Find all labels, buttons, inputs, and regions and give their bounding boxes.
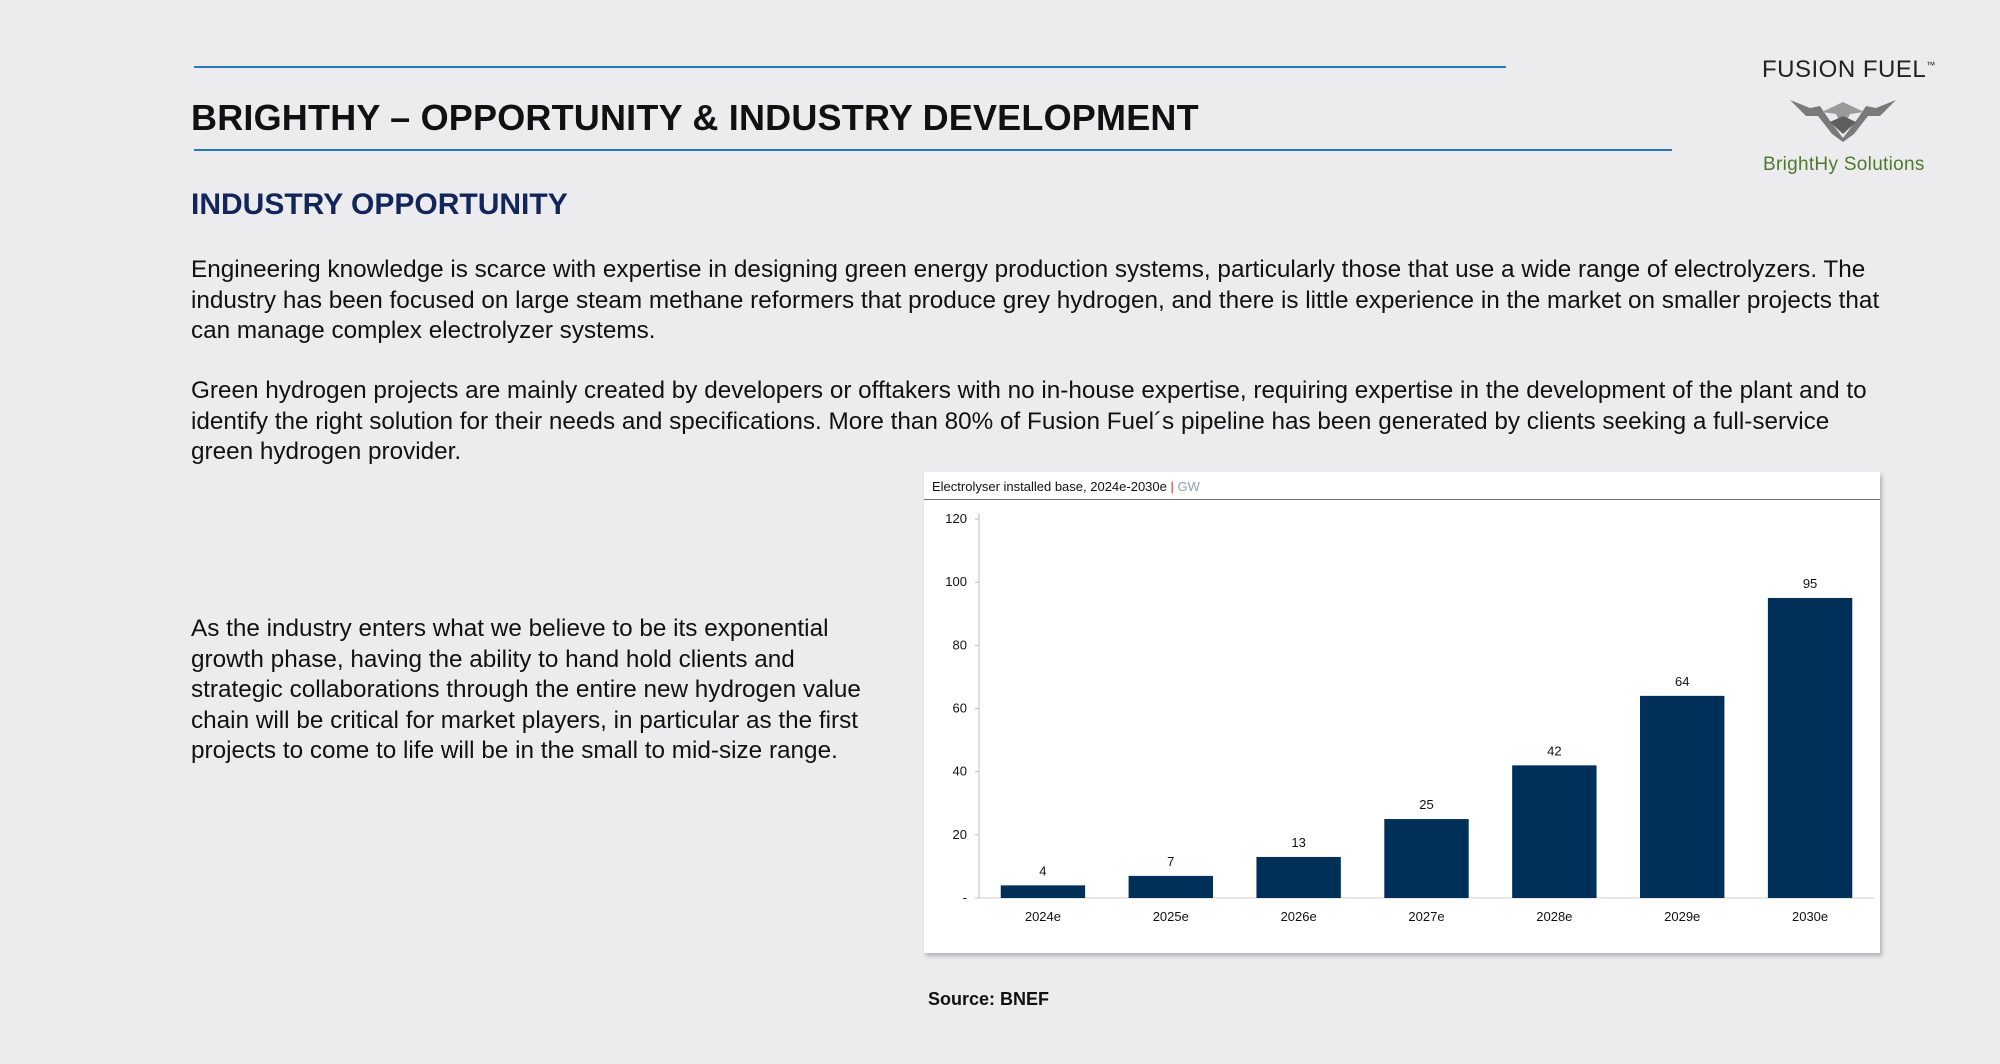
x-tick-label: 2026e (1281, 909, 1317, 924)
x-tick-label: 2028e (1536, 909, 1572, 924)
data-label: 4 (1039, 863, 1046, 878)
paragraph-exponential-growth: As the industry enters what we believe t… (191, 615, 861, 764)
x-tick-label: 2027e (1408, 909, 1444, 924)
y-tick-label: - (963, 890, 967, 905)
logo-wordmark-text: FUSION FUEL (1762, 56, 1927, 83)
data-label: 64 (1675, 674, 1689, 689)
y-tick-label: 100 (945, 574, 967, 589)
bar-2028e (1512, 765, 1597, 898)
bar-2024e (1000, 885, 1086, 898)
y-tick-label: 40 (953, 764, 967, 779)
fusion-fuel-logo: FUSION FUEL™ BrightHy Solutions (1758, 56, 1938, 180)
data-label: 95 (1803, 576, 1817, 591)
chart-title-rule (924, 499, 1880, 500)
x-tick-label: 2029e (1664, 909, 1700, 924)
chart-unit: GW (1177, 479, 1200, 494)
title-rule-top (194, 66, 1506, 68)
bar-chart: - 20 40 60 80 100 120 4 2024e 7 2025e 13 2026e 25 2027… (945, 511, 1874, 924)
bar-2029e (1640, 695, 1725, 898)
logo-wordmark: FUSION FUEL™ (1762, 56, 1936, 84)
data-label: 13 (1291, 835, 1305, 850)
bar-2027e (1384, 819, 1469, 898)
data-label: 7 (1167, 854, 1174, 869)
y-tick-label: 20 (953, 827, 967, 842)
data-label: 42 (1547, 743, 1561, 758)
y-tick-label: 60 (953, 701, 967, 716)
bar-2026e (1256, 856, 1341, 898)
paragraph-engineering-knowledge: Engineering knowledge is scarce with exp… (191, 256, 1880, 344)
bull-emblem-icon (1790, 100, 1896, 142)
logo-subtitle: BrightHy Solutions (1763, 154, 1925, 175)
title-rule-bottom (194, 149, 1672, 151)
electrolyser-chart-panel: Electrolyser installed base, 2024e-2030e… (924, 472, 1880, 953)
bar-2025e (1128, 875, 1213, 898)
chart-title-separator: | (1170, 479, 1174, 494)
data-label: 25 (1419, 797, 1433, 812)
source-note: Source: BNEF (928, 989, 1050, 1009)
bar-2030e (1767, 597, 1853, 898)
paragraph-green-hydrogen-projects: Green hydrogen projects are mainly creat… (191, 377, 1867, 465)
y-tick-label: 80 (953, 637, 967, 652)
slide-title: BRIGHTHY – OPPORTUNITY & INDUSTRY DEVELO… (191, 97, 1199, 138)
x-tick-label: 2025e (1153, 909, 1189, 924)
chart-title-text: Electrolyser installed base, 2024e-2030e (932, 479, 1167, 494)
x-tick-label: 2024e (1025, 909, 1061, 924)
y-tick-label: 120 (945, 511, 967, 526)
x-tick-label: 2030e (1792, 909, 1828, 924)
chart-title: Electrolyser installed base, 2024e-2030e… (932, 479, 1200, 494)
section-heading: INDUSTRY OPPORTUNITY (191, 188, 568, 221)
logo-trademark: ™ (1926, 60, 1936, 70)
